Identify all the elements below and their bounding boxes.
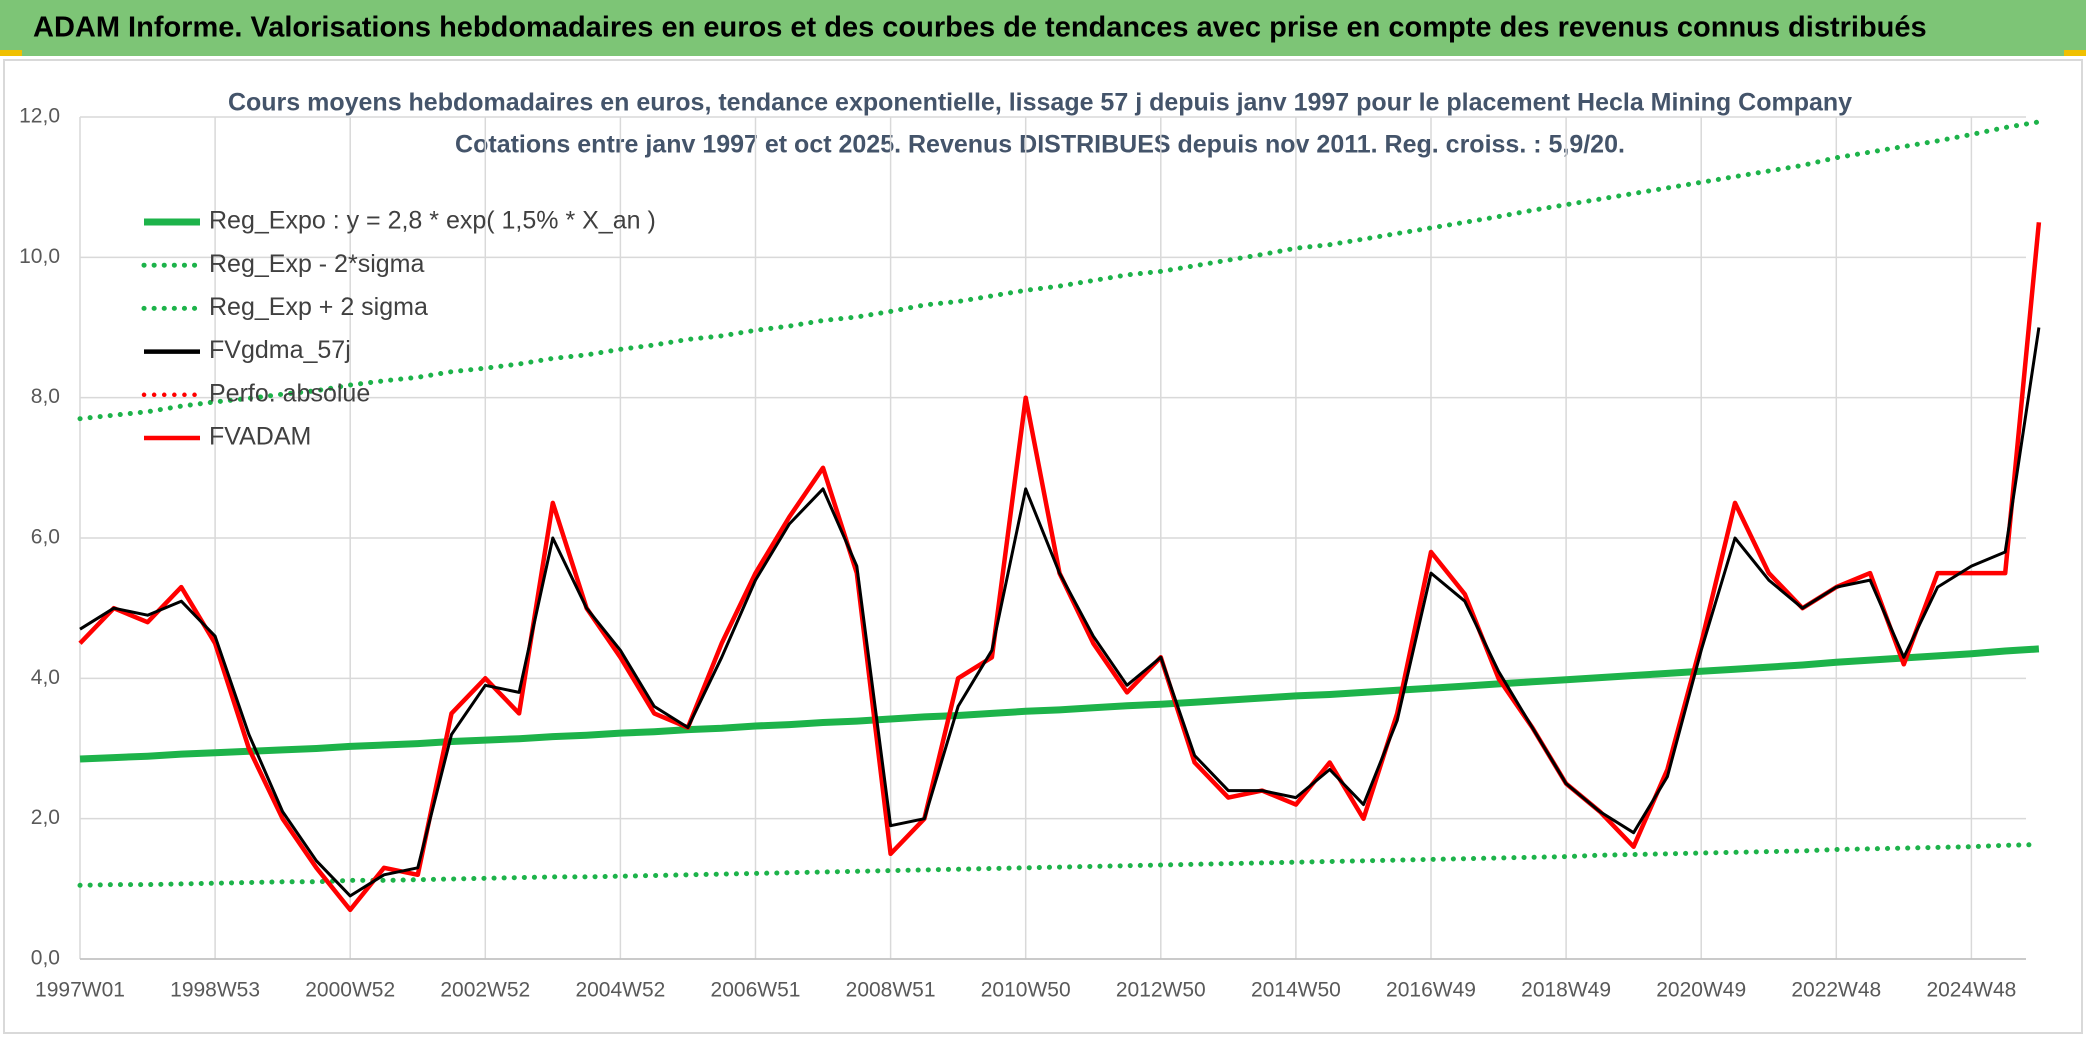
y-tick-label: 10,0 [19,245,60,268]
y-tick-label: 0,0 [31,947,60,970]
x-tick-label: 1997W01 [35,979,125,1002]
legend-label: Reg_Exp - 2*sigma [209,250,424,278]
legend-label: FVgdma_57j [209,336,351,364]
header-title: ADAM Informe. Valorisations hebdomadaire… [33,12,1927,44]
y-tick-label: 6,0 [31,526,60,549]
x-tick-label: 2008W51 [846,979,936,1002]
x-tick-label: 2024W48 [1926,979,2016,1002]
series-line [78,222,2042,913]
y-tick-label: 8,0 [31,385,60,408]
x-tick-label: 2004W52 [575,979,665,1002]
legend: Reg_Expo : y = 2,8 * exp( 1,5% * X_an ) R… [141,207,656,451]
x-tick-label: 2014W50 [1251,979,1341,1002]
x-tick-label: 2006W51 [711,979,801,1002]
y-tick-label: 12,0 [19,105,60,128]
chart-subtitle: Cotations entre janv 1997 et oct 2025. R… [455,131,1625,159]
legend-label: Perfo. absolue [209,379,370,407]
x-tick-label: 2018W49 [1521,979,1611,1002]
legend-label: Reg_Expo : y = 2,8 * exp( 1,5% * X_an ) [209,207,656,235]
plot [77,119,2042,913]
corner [0,50,22,56]
x-tick-label: 2016W49 [1386,979,1476,1002]
chart-frame [3,59,2083,1034]
chart-title: Cours moyens hebdomadaires en euros, ten… [228,89,1852,117]
series-line [79,327,2041,898]
corner [2064,50,2086,56]
legend-label: Reg_Exp + 2 sigma [209,293,428,321]
x-tick-label: 2020W49 [1656,979,1746,1002]
legend-label: FVADAM [209,423,311,451]
header-bar [0,0,2086,56]
series-line [79,645,2040,763]
x-tick-label: 1998W53 [170,979,260,1002]
x-tick-label: 2012W50 [1116,979,1206,1002]
grid: 0,0 2,0 4,0 6,0 8,0 10,0 12,0 1997W01 1998W53 200… [19,105,2026,1002]
series-line [77,842,2042,888]
y-tick-label: 4,0 [31,666,60,689]
series-line [77,119,2042,422]
x-tick-label: 2002W52 [440,979,530,1002]
x-tick-label: 2022W48 [1791,979,1881,1002]
x-tick-label: 2000W52 [305,979,395,1002]
y-tick-label: 2,0 [31,806,60,829]
x-tick-label: 2010W50 [981,979,1071,1002]
